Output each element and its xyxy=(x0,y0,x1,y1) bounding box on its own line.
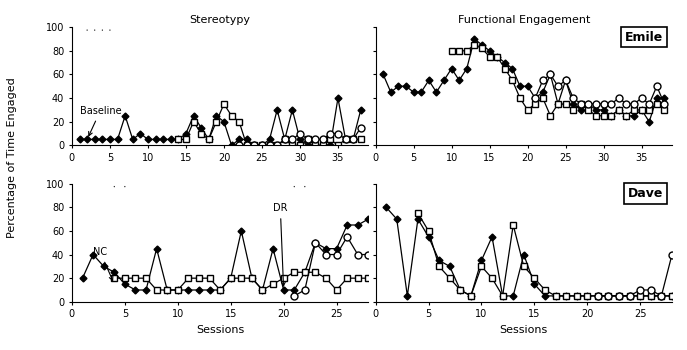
Text: DR: DR xyxy=(273,203,288,286)
Text: Baseline: Baseline xyxy=(80,106,121,136)
Text: Dave: Dave xyxy=(628,187,663,200)
Title: Functional Engagement: Functional Engagement xyxy=(458,15,590,25)
Title: Stereotypy: Stereotypy xyxy=(190,15,251,25)
Text: Percentage of Time Engaged: Percentage of Time Engaged xyxy=(7,77,17,238)
Text: NC: NC xyxy=(93,247,113,280)
Text: Emile: Emile xyxy=(625,31,663,44)
X-axis label: Sessions: Sessions xyxy=(196,325,245,335)
X-axis label: Sessions: Sessions xyxy=(499,325,548,335)
